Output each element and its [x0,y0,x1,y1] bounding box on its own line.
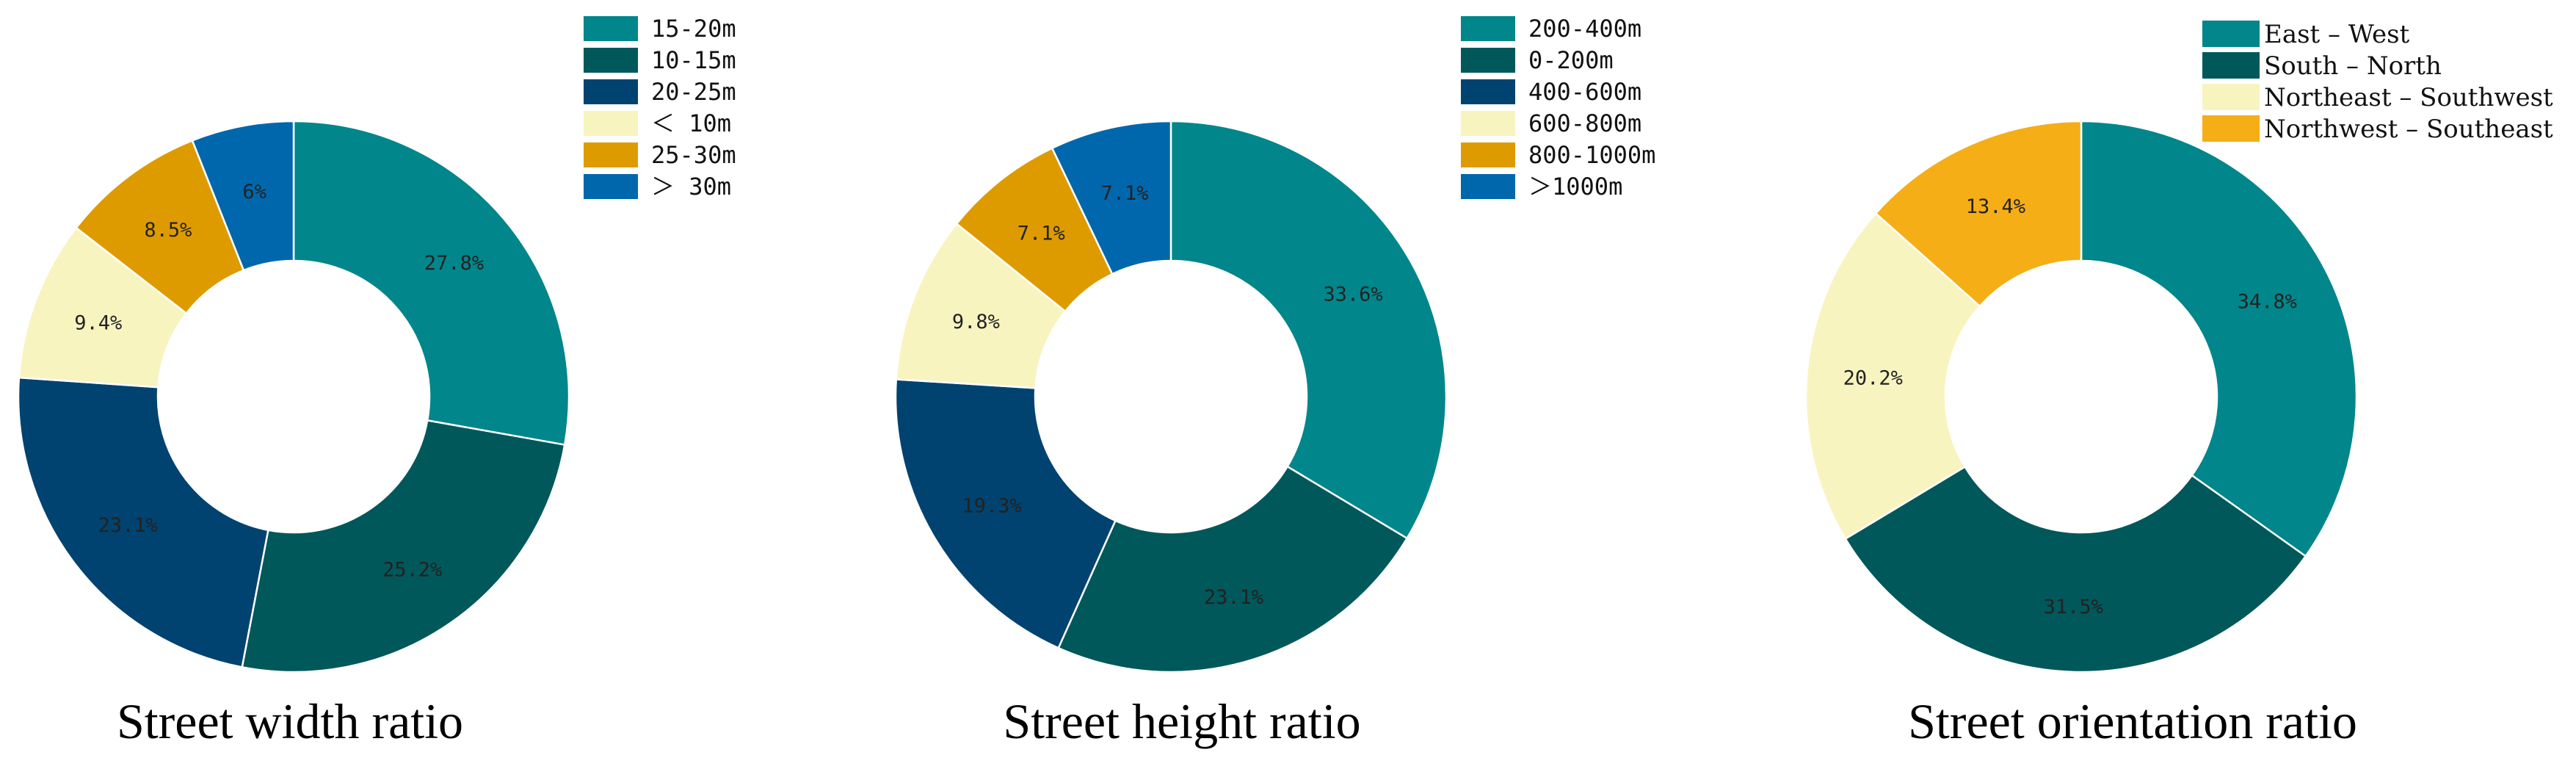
legend-label-600-800m: 600-800m [1528,109,1641,137]
slice-label-400-600m: 19.3% [962,494,1021,517]
donut-street-width: 27.8% 25.2% 23.1% 9.4% 8.5% 6% [17,120,570,674]
slice-0-200m [1057,465,1409,674]
slice-label-200-400m: 33.6% [1323,284,1382,306]
slice-200-400m [1169,120,1448,540]
panel-street-height: 33.6% 23.1% 19.3% 9.8% 7.1% 7.1% 200-400m 0-20… [894,15,1655,749]
slice-northeast-southwest [1804,212,1981,541]
slice-label-15-20m: 27.8% [424,252,484,275]
legend-label-east-west: East – West [2264,20,2410,49]
donut-street-height: 33.6% 23.1% 19.3% 9.8% 7.1% 7.1% [894,120,1448,674]
legend-label-10-15m: 10-15m [651,46,736,74]
slice-label-10m: 9.4% [74,311,122,334]
legend-swatch-0-200m [1461,48,1515,73]
legend-label-0-200m: 0-200m [1528,46,1614,74]
slice-label-10-15m: 25.2% [382,559,442,582]
slice-label-east-west: 34.8% [2238,290,2297,313]
legend-label-1000m: ＞1000m [1528,173,1622,201]
slice-20-25m [17,376,269,668]
legend-swatch-400-600m [1461,79,1515,104]
legend-swatch-600-800m [1461,111,1515,136]
chart-title-street-height: Street height ratio [1003,693,1360,749]
legend-label-10m: ＜ 10m [651,109,731,137]
legend-swatch-south-north [2202,52,2260,79]
legend-swatch-northeast-southwest [2202,84,2260,110]
slice-label-600-800m: 9.8% [952,311,1000,333]
legend-label-northwest-southeast: Northwest – Southeast [2264,115,2553,144]
legend-swatch-northwest-southeast [2202,115,2260,142]
chart-title-street-orientation: Street orientation ratio [1908,693,2357,749]
slice-south-north [1844,465,2307,674]
legend-swatch-20-25m [584,79,638,104]
slice-1000m [1051,120,1172,275]
legend-swatch-15-20m [584,16,638,41]
legend-label-400-600m: 400-600m [1528,78,1641,106]
legend-street-width: 15-20m 10-15m 20-25m ＜ 10m 25-30m ＞ 30m [584,15,736,201]
legend-label-800-1000m: 800-1000m [1528,141,1655,169]
panel-street-width: 27.8% 25.2% 23.1% 9.4% 8.5% 6% 15-20m 10-15m 20… [17,15,736,749]
slice-label-800-1000m: 7.1% [1017,222,1065,245]
slice-15-20m [292,120,570,447]
legend-swatch-1000m [1461,174,1515,199]
legend-label-south-north: South – North [2264,51,2442,81]
legend-label-25-30m: 25-30m [651,141,736,169]
legend-label-northeast-southwest: Northeast – Southwest [2264,83,2553,112]
slice-label-25-30m: 8.5% [144,219,192,242]
slice-label-northwest-southeast: 13.4% [1966,195,2025,218]
legend-label-30m: ＞ 30m [651,173,731,201]
slice-400-600m [894,378,1117,649]
slice-label-0-200m: 23.1% [1204,586,1263,609]
legend-swatch-800-1000m [1461,142,1515,167]
slice-east-west [2080,120,2358,558]
legend-swatch-30m [584,174,638,199]
slice-label-northeast-southwest: 20.2% [1843,367,1903,390]
legend-swatch-25-30m [584,142,638,167]
slice-30m [191,120,295,272]
chart-title-street-width: Street width ratio [117,693,463,749]
legend-label-15-20m: 15-20m [651,15,736,43]
legend-label-200-400m: 200-400m [1528,15,1641,43]
slice-label-1000m: 7.1% [1100,182,1148,205]
legend-swatch-10-15m [584,48,638,73]
legend-swatch-east-west [2202,21,2260,47]
slice-10-15m [241,419,566,674]
legend-street-height: 200-400m 0-200m 400-600m 600-800m 800-1000m ＞… [1461,15,1655,201]
legend-swatch-200-400m [1461,16,1515,41]
donut-street-orientation: 34.8% 31.5% 20.2% 13.4% [1804,120,2358,674]
legend-label-20-25m: 20-25m [651,78,736,106]
legend-swatch-10m [584,111,638,136]
slice-northwest-southeast [1874,120,2083,308]
slice-label-20-25m: 23.1% [98,514,158,537]
slice-label-30m: 6% [242,181,266,203]
slice-label-south-north: 31.5% [2044,596,2103,618]
